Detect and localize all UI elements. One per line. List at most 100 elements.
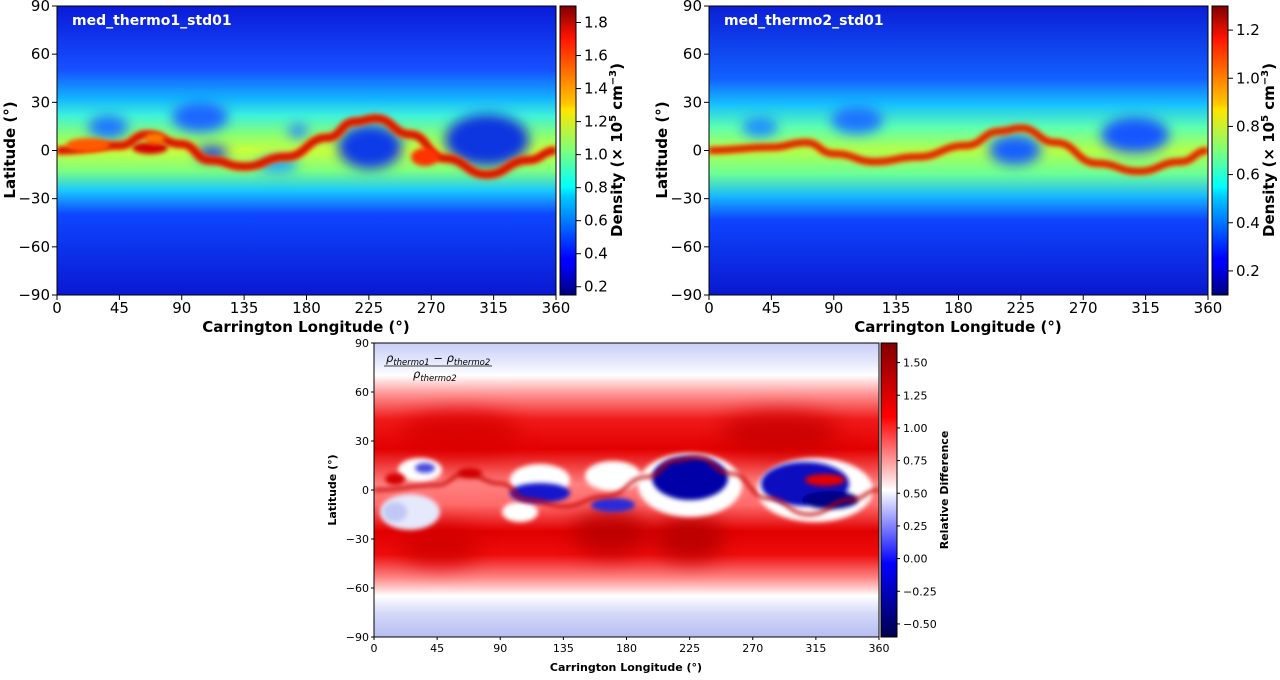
x-tick-label: 90 [493,642,507,655]
x-tick-label: 315 [479,299,508,317]
x-tick-label: 0 [704,299,714,317]
colorbar-tick-label: 1.6 [584,47,608,65]
colorbar-tick-label: 0.2 [1236,262,1260,280]
svg-text:ρthermo1 − ρthermo2: ρthermo1 − ρthermo2 [386,351,490,368]
y-tick-label: 30 [683,93,702,111]
x-tick-label: 0 [52,299,62,317]
colorbar-tick-label: 1.2 [584,113,608,131]
colorbar-tick-label: 0.4 [1236,214,1260,232]
colorbar-tick-label: 1.8 [584,14,608,32]
y-tick-label: −90 [18,286,50,304]
thermo2-panel: med_thermo2_std01 0 45 90 135 180 225 270 315 36… [670,0,1222,317]
x-tick-label: 135 [882,299,911,317]
x-tick-label: 180 [944,299,973,317]
x-tick-label: 135 [553,642,574,655]
x-tick-label: 180 [292,299,321,317]
x-tick-label: 315 [805,642,826,655]
colorbar-tick-label: 1.4 [584,80,608,98]
y-tick-label: 60 [683,45,702,63]
y-tick-label: −90 [670,286,702,304]
y-tick-label: 0 [692,142,702,160]
thermo2-ylabel: Latitude (°) [653,101,671,198]
reldiff-formula: ρthermo1 − ρthermo2 ρthermo2 [384,351,492,384]
y-tick-label: −60 [346,582,369,595]
reldiff-xlabel: Carrington Longitude (°) [550,661,702,674]
colorbar-tick-label: 0.4 [584,245,608,263]
colorbar-tick-label: 1.25 [903,389,928,402]
reldiff-axes: 0 45 90 135 180 225 270 315 360 90 60 30 0 −30 −60 −90 [346,337,890,655]
thermo1-run-label: med_thermo1_std01 [72,13,232,29]
colorbar-tick-label: 1.2 [1236,21,1260,39]
y-tick-label: 90 [683,0,702,15]
thermo2-axes: 0 45 90 135 180 225 270 315 360 90 60 30 0 −30 −60 −90 [670,0,1222,317]
thermo2-colorbar-label: Density (× 105 cm−3) [1260,63,1278,237]
colorbar-tick-label: 0.25 [903,520,928,533]
thermo1-colorbar: 1.8 1.6 1.4 1.2 1.0 0.8 0.6 0.4 0.2 [559,5,608,296]
reldiff-panel: ρthermo1 − ρthermo2 ρthermo2 0 45 90 135 180… [346,337,890,655]
x-tick-label: 225 [679,642,700,655]
y-tick-label: 90 [31,0,50,15]
thermo2-colorbar: 1.2 1.0 0.8 0.6 0.4 0.2 [1211,5,1260,296]
thermo2-heatmap [709,6,1208,295]
y-tick-label: 30 [355,435,369,448]
x-tick-label: 0 [371,642,378,655]
y-tick-label: 0 [40,142,50,160]
y-tick-label: 0 [362,484,369,497]
thermo2-xlabel: Carrington Longitude (°) [854,318,1061,336]
x-tick-label: 315 [1131,299,1160,317]
x-tick-label: 45 [110,299,129,317]
y-tick-label: −60 [18,238,50,256]
colorbar-tick-label: 0.75 [903,455,928,468]
x-tick-label: 225 [355,299,384,317]
colorbar-tick-label: 0.8 [1236,117,1260,135]
y-tick-label: −30 [670,190,702,208]
x-tick-label: 45 [762,299,781,317]
x-tick-label: 270 [1069,299,1098,317]
svg-text:ρthermo2: ρthermo2 [413,367,457,384]
thermo1-xlabel: Carrington Longitude (°) [202,318,409,336]
y-tick-label: 30 [31,93,50,111]
x-tick-label: 90 [824,299,843,317]
y-tick-label: −90 [346,631,369,644]
y-tick-label: 90 [355,337,369,350]
reldiff-colorbar-label: Relative Difference [938,431,951,550]
thermo1-colorbar-label: Density (× 105 cm−3) [608,63,626,237]
thermo1-heatmap [57,6,556,295]
colorbar-tick-label: 0.2 [584,278,608,296]
y-tick-label: −30 [346,533,369,546]
x-tick-label: 360 [869,642,890,655]
colorbar-tick-label: 1.50 [903,357,928,370]
thermo2-run-label: med_thermo2_std01 [724,13,884,29]
y-tick-label: −60 [670,238,702,256]
colorbar-tick-label: −0.50 [903,618,937,631]
reldiff-streamer-edge [374,455,879,517]
x-tick-label: 45 [430,642,444,655]
reldiff-negative-regions [383,456,858,522]
colorbar-tick-label: −0.25 [903,585,937,598]
reldiff-heatmap [374,343,879,637]
thermo1-ylabel: Latitude (°) [1,101,19,198]
y-tick-label: 60 [31,45,50,63]
colorbar-tick-label: 0.00 [903,553,928,566]
reldiff-ylabel: Latitude (°) [326,454,339,525]
y-tick-label: 60 [355,386,369,399]
x-tick-label: 225 [1007,299,1036,317]
x-tick-label: 90 [172,299,191,317]
colorbar-tick-label: 0.6 [1236,166,1260,184]
colorbar-tick-label: 1.00 [903,422,928,435]
thermo1-axes: 0 45 90 135 180 225 270 315 360 90 60 30 0 −30 −60 −90 [18,0,570,317]
reldiff-colorbar: 1.50 1.25 1.00 0.75 0.50 0.25 0.00 −0.25 −0.50 [880,342,937,638]
x-tick-label: 360 [1194,299,1223,317]
x-tick-label: 270 [417,299,446,317]
x-tick-label: 180 [616,642,637,655]
thermo1-panel: med_thermo1_std01 0 45 90 135 180 225 270 315 36… [18,0,570,317]
colorbar-tick-label: 0.6 [584,212,608,230]
colorbar-tick-label: 1.0 [1236,69,1260,87]
colorbar-tick-label: 1.0 [584,146,608,164]
y-tick-label: −30 [18,190,50,208]
colorbar-tick-label: 0.8 [584,179,608,197]
x-tick-label: 360 [542,299,571,317]
colorbar-tick-label: 0.50 [903,487,928,500]
x-tick-label: 135 [230,299,259,317]
